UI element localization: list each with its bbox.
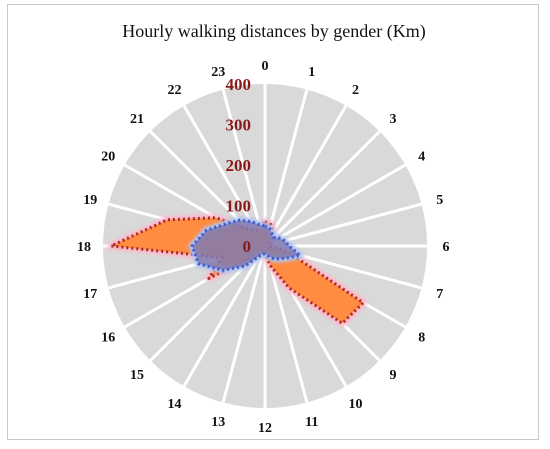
- radial-tick-labels: 0 100 200 300 400: [226, 75, 252, 256]
- hour-label-16: 16: [101, 331, 115, 346]
- radial-tick-200: 200: [226, 156, 252, 175]
- hour-label-19: 19: [83, 193, 97, 208]
- hour-label-3: 3: [390, 112, 397, 127]
- hour-label-20: 20: [101, 150, 115, 165]
- radial-tick-300: 300: [226, 116, 252, 135]
- hour-label-14: 14: [168, 397, 182, 412]
- radar-series: [107, 214, 367, 327]
- hour-label-18: 18: [77, 240, 91, 255]
- hour-label-8: 8: [418, 331, 425, 346]
- spoke-13: [221, 245, 267, 403]
- series-2: [188, 216, 304, 274]
- spoke-3: [263, 130, 381, 248]
- hour-label-10: 10: [349, 397, 363, 412]
- hour-label-1: 1: [308, 65, 315, 80]
- hour-label-23: 23: [211, 65, 225, 80]
- spoke-5: [264, 202, 422, 248]
- spoke-23: [221, 89, 267, 247]
- chart-frame: Hourly walking distances by gender (Km) …: [7, 4, 539, 440]
- series-1-area: [111, 217, 364, 324]
- hour-label-2: 2: [352, 83, 359, 98]
- hour-label-4: 4: [418, 150, 425, 165]
- chart-title: Hourly walking distances by gender (Km): [122, 21, 425, 42]
- spoke-14: [182, 245, 267, 388]
- spoke-2: [263, 104, 348, 247]
- series-2-line: [190, 218, 302, 272]
- radial-tick-400: 400: [226, 75, 252, 94]
- hour-label-15: 15: [130, 368, 144, 383]
- hour-label-21: 21: [130, 112, 144, 127]
- hour-label-6: 6: [443, 240, 450, 255]
- hour-label-11: 11: [305, 415, 318, 430]
- hour-label-13: 13: [211, 415, 225, 430]
- radar-chart: Hourly walking distances by gender (Km) …: [77, 21, 450, 436]
- spoke-1: [263, 89, 309, 247]
- hour-label-9: 9: [390, 368, 397, 383]
- hour-label-17: 17: [83, 287, 97, 302]
- hour-label-22: 22: [168, 83, 182, 98]
- hour-label-12: 12: [258, 421, 272, 436]
- radial-tick-0: 0: [243, 237, 252, 256]
- radial-tick-100: 100: [226, 197, 252, 216]
- spoke-4: [264, 163, 407, 248]
- hour-label-5: 5: [436, 193, 443, 208]
- hour-label-0: 0: [262, 59, 269, 74]
- hour-label-7: 7: [436, 287, 443, 302]
